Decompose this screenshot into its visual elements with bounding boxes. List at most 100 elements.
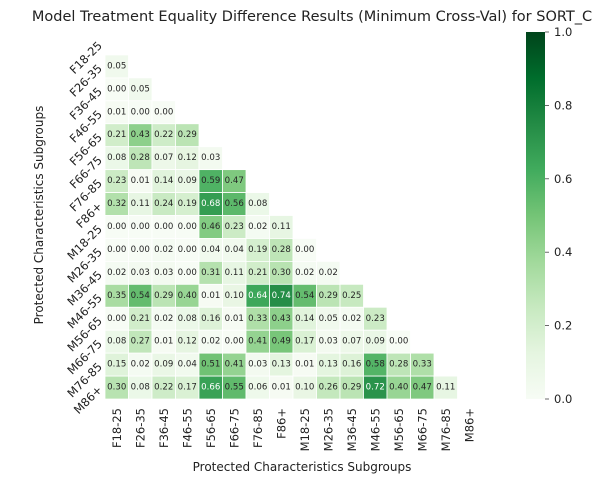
colorbar-tick-label: 0.8 [554, 98, 572, 112]
cell-value-label: 0.26 [319, 383, 338, 393]
cell-value-label: 0.13 [272, 360, 291, 370]
cell-value-label: 0.01 [225, 314, 244, 324]
cell-value-label: 0.08 [107, 337, 126, 347]
cell-value-label: 0.11 [131, 199, 150, 209]
cell-value-label: 0.00 [178, 268, 197, 278]
cell-value-label: 0.09 [366, 337, 385, 347]
cell-value-label: 0.03 [201, 153, 220, 163]
cell-value-label: 0.03 [319, 337, 338, 347]
cell-value-label: 0.40 [178, 291, 197, 301]
heatmap-cell [433, 375, 458, 400]
y-axis-label: Protected Characteristics Subgroups [32, 106, 46, 325]
cell-value-label: 0.02 [131, 360, 150, 370]
cell-value-label: 0.21 [107, 130, 126, 140]
colorbar-tick-label: 0.4 [554, 245, 572, 259]
x-tick-label: F66-75 [227, 408, 241, 448]
cell-value-label: 0.03 [154, 268, 173, 278]
x-tick-label: F46-55 [180, 408, 194, 448]
cell-value-label: 0.33 [248, 314, 267, 324]
cell-value-label: 0.25 [342, 291, 361, 301]
cell-value-label: 0.19 [178, 199, 197, 209]
cell-value-label: 0.47 [413, 383, 432, 393]
cell-value-label: 0.74 [272, 291, 291, 301]
x-tick-label: M26-35 [321, 408, 335, 451]
cell-value-label: 0.08 [178, 314, 197, 324]
cell-value-label: 0.23 [107, 176, 126, 186]
cell-value-label: 0.16 [342, 360, 361, 370]
cell-value-label: 0.01 [201, 291, 220, 301]
cell-value-label: 0.64 [248, 291, 267, 301]
cell-value-label: 0.15 [107, 360, 126, 370]
cell-value-label: 0.00 [131, 222, 150, 232]
cell-value-label: 0.07 [342, 337, 361, 347]
cell-value-label: 0.03 [248, 360, 267, 370]
cell-value-label: 0.46 [201, 222, 220, 232]
cell-value-label: 0.01 [154, 337, 173, 347]
cell-value-label: 0.49 [272, 337, 291, 347]
cell-value-label: 0.00 [178, 245, 197, 255]
cell-value-label: 0.54 [131, 291, 150, 301]
cell-value-label: 0.28 [272, 245, 291, 255]
cell-value-label: 0.17 [295, 337, 314, 347]
x-tick-label: F56-65 [204, 408, 218, 448]
cell-value-label: 0.00 [389, 337, 408, 347]
cell-value-label: 0.00 [154, 222, 173, 232]
cell-value-label: 0.29 [178, 130, 197, 140]
cell-value-label: 0.30 [107, 383, 126, 393]
cell-value-label: 0.05 [319, 314, 338, 324]
cell-value-label: 0.28 [131, 153, 150, 163]
cell-value-label: 0.29 [154, 291, 173, 301]
cell-value-label: 0.55 [225, 383, 244, 393]
heatmap-cells: 0.05 0.00 0.05 0.01 0.00 0.00 0.21 0.43 0.22 0.29… [104, 54, 458, 400]
cell-value-label: 0.02 [154, 314, 173, 324]
cell-value-label: 0.23 [366, 314, 385, 324]
x-tick-label: M18-25 [298, 408, 312, 451]
cell-value-label: 0.04 [225, 245, 244, 255]
cell-value-label: 0.02 [319, 268, 338, 278]
cell-value-label: 0.01 [272, 383, 291, 393]
cell-value-label: 0.35 [107, 291, 126, 301]
cell-value-label: 0.05 [107, 61, 126, 71]
cell-value-label: 0.30 [272, 268, 291, 278]
x-tick-label: M36-45 [345, 408, 359, 451]
cell-value-label: 0.00 [107, 245, 126, 255]
cell-value-label: 0.02 [107, 268, 126, 278]
y-tick-labels: F18-25F26-35F36-45F46-55F56-65F66-75F76-… [64, 39, 105, 417]
cell-value-label: 0.13 [319, 360, 338, 370]
cell-value-label: 0.01 [107, 107, 126, 117]
cell-value-label: 0.12 [178, 153, 197, 163]
colorbar-tick-label: 0.6 [554, 172, 572, 186]
cell-value-label: 0.12 [178, 337, 197, 347]
cell-value-label: 0.29 [342, 383, 361, 393]
cell-value-label: 0.00 [107, 222, 126, 232]
cell-value-label: 0.24 [154, 199, 173, 209]
cell-value-label: 0.41 [225, 360, 244, 370]
cell-value-label: 0.10 [295, 383, 314, 393]
cell-value-label: 0.01 [295, 360, 314, 370]
cell-value-label: 0.43 [272, 314, 291, 324]
x-tick-label: F18-25 [110, 408, 124, 448]
colorbar-ticks: 0.0 0.2 0.4 0.6 0.8 1.0 [545, 25, 572, 406]
cell-value-label: 0.06 [248, 383, 267, 393]
cell-value-label: 0.00 [154, 107, 173, 117]
x-tick-label: F26-35 [133, 408, 147, 448]
x-tick-label: F86+ [274, 408, 288, 439]
cell-value-label: 0.11 [436, 383, 455, 393]
cell-value-label: 0.02 [248, 222, 267, 232]
cell-value-label: 0.29 [319, 291, 338, 301]
cell-value-label: 0.04 [201, 245, 220, 255]
cell-value-label: 0.22 [154, 130, 173, 140]
colorbar-tick-label: 1.0 [554, 25, 572, 39]
cell-value-label: 0.00 [107, 84, 126, 94]
x-tick-label: F76-85 [251, 408, 265, 448]
cell-value-label: 0.54 [295, 291, 314, 301]
colorbar-tick-label: 0.2 [554, 319, 572, 333]
cell-value-label: 0.32 [107, 199, 126, 209]
cell-value-label: 0.10 [225, 291, 244, 301]
cell-value-label: 0.08 [248, 199, 267, 209]
cell-value-label: 0.21 [248, 268, 267, 278]
cell-value-label: 0.00 [295, 245, 314, 255]
cell-value-label: 0.72 [366, 383, 385, 393]
colorbar [526, 32, 545, 399]
